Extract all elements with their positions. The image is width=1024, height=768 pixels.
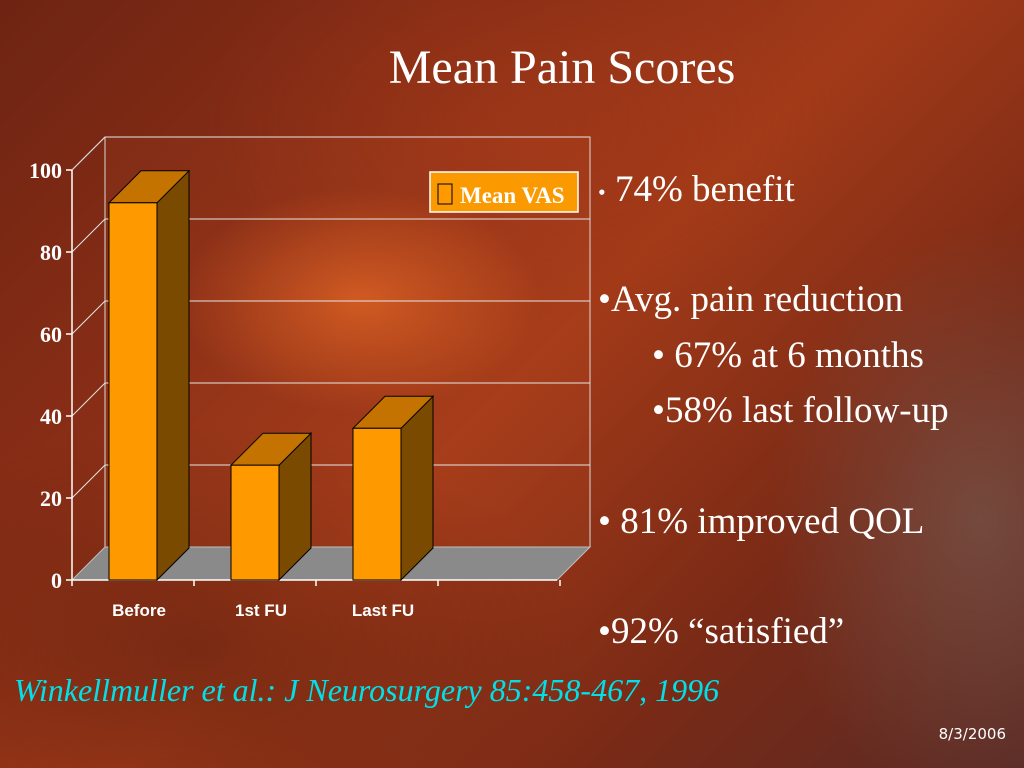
category-label: Before [112, 601, 166, 620]
bullet-marker: • [598, 279, 611, 320]
bar-1st-fu [230, 464, 280, 581]
y-tick-label: 80 [40, 240, 62, 265]
bar-chart: 0 20 40 60 80 100 Before 1st FU Last FU Mean VAS [29, 136, 592, 620]
bullet-marker: • [598, 611, 611, 652]
slide-title: Mean Pain Scores [388, 41, 736, 94]
slide-date: 8/3/2006 [938, 725, 1006, 743]
citation: Winkellmuller et al.: J Neurosurgery 85:… [14, 672, 720, 708]
bullet-marker: • [652, 390, 665, 431]
bullet-text: 74% benefit [605, 169, 795, 210]
legend-swatch [437, 183, 453, 205]
legend-box [429, 171, 579, 213]
gridline [71, 300, 590, 335]
bullet-avg-reduction: •Avg. pain reduction [598, 278, 903, 321]
bar-last-fu [352, 427, 402, 581]
gridline [71, 382, 590, 417]
bullet-qol: • 81% improved QOL [598, 500, 924, 543]
bullet-marker: • [598, 501, 611, 542]
bar-before [108, 202, 158, 581]
bullet-text: 58% last follow-up [664, 390, 949, 431]
bullet-text: 92% “satisfied” [610, 611, 845, 652]
bar-side [156, 169, 190, 582]
bullet-text: Avg. pain reduction [610, 279, 904, 320]
y-tick-label: 60 [40, 322, 62, 347]
category-label: Last FU [352, 601, 414, 620]
gridline [71, 218, 590, 253]
legend-label: Mean VAS [460, 183, 565, 208]
category-label: 1st FU [235, 601, 287, 620]
y-tick-label: 0 [51, 568, 62, 593]
bullet-satisfied: •92% “satisfied” [598, 610, 844, 653]
bullet-last-follow-up: •58% last follow-up [652, 389, 949, 432]
axis-edge [71, 136, 106, 171]
bullet-marker: • [652, 335, 665, 376]
y-tick-label: 20 [40, 486, 62, 511]
bullet-text: 67% at 6 months [664, 335, 924, 376]
bullet-text: 81% improved QOL [610, 501, 925, 542]
y-tick-label: 40 [40, 404, 62, 429]
y-tick-label: 100 [29, 158, 62, 183]
bullet-benefit: • 74% benefit [598, 168, 795, 211]
bullet-6-months: • 67% at 6 months [652, 334, 924, 377]
bullet-marker: • [598, 179, 606, 205]
